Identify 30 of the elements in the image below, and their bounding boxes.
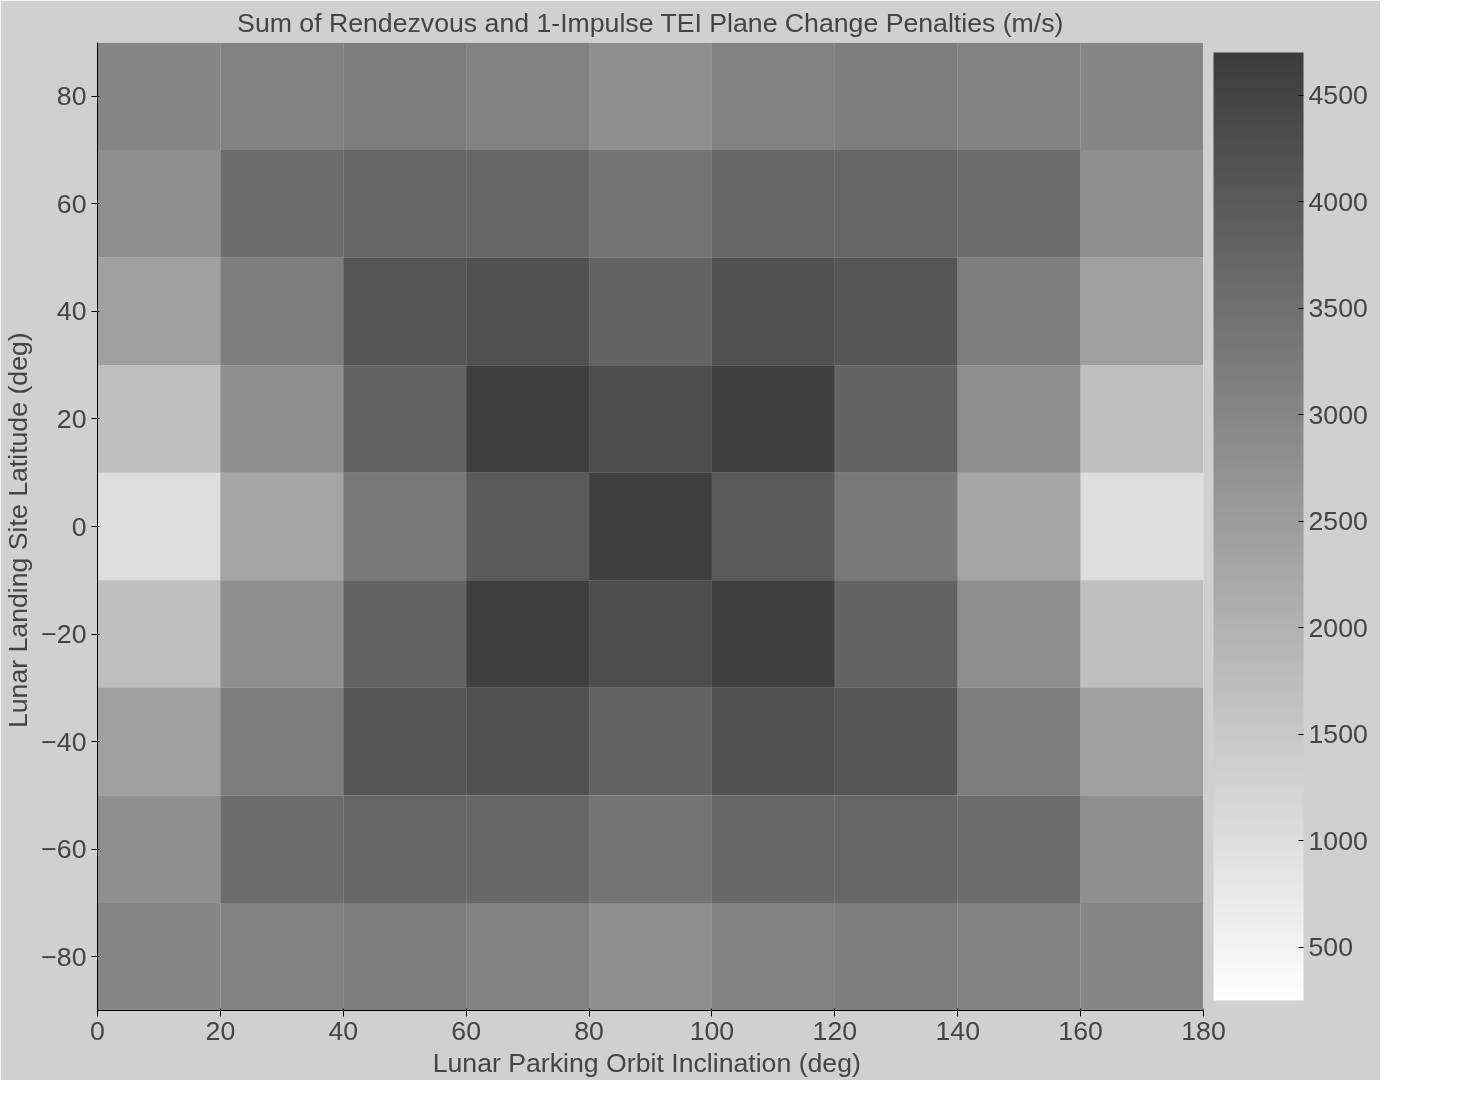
color-bar-label: 4500 [1308,80,1368,111]
x-tick-label: 80 [574,1015,604,1046]
color-bar-label: 3500 [1308,293,1368,324]
x-axis-title: Lunar Parking Orbit Inclination (deg) [432,1047,861,1078]
y-tick-label: 20 [56,403,87,434]
y-tick-label: −80 [41,941,87,972]
y-tick-label: 0 [71,511,87,542]
x-tick-label: 140 [935,1015,980,1046]
y-tick-label: 60 [56,188,87,219]
y-tick-label: 40 [56,296,87,327]
x-tick-label: 20 [205,1015,236,1046]
x-tick-label: 120 [812,1015,858,1046]
y-tick-label: −60 [41,834,87,865]
color-bar-label: 500 [1308,932,1353,963]
x-tick-label: 180 [1181,1015,1226,1046]
x-tick-label: 60 [451,1015,481,1046]
x-tick-label: 100 [689,1015,735,1046]
y-tick-label: 80 [56,81,87,112]
x-tick-label: 160 [1058,1015,1103,1046]
x-tick-label: 40 [328,1015,359,1046]
y-tick-label: −40 [41,726,87,757]
color-bar-label: 1000 [1308,825,1368,856]
color-bar-label: 2000 [1308,612,1368,643]
color-bar-label: 1500 [1308,719,1368,750]
chart-title: Sum of Rendezvous and 1-Impulse TEI Plane Change Penalties (m/s) [237,7,1064,38]
color-bar-label: 2500 [1308,506,1368,537]
y-axis-title: Lunar Landing Site Latitude (deg) [3,332,34,729]
color-bar-label: 4000 [1308,186,1368,217]
y-tick-label: −20 [41,619,87,650]
color-bar-label: 3000 [1308,399,1368,430]
